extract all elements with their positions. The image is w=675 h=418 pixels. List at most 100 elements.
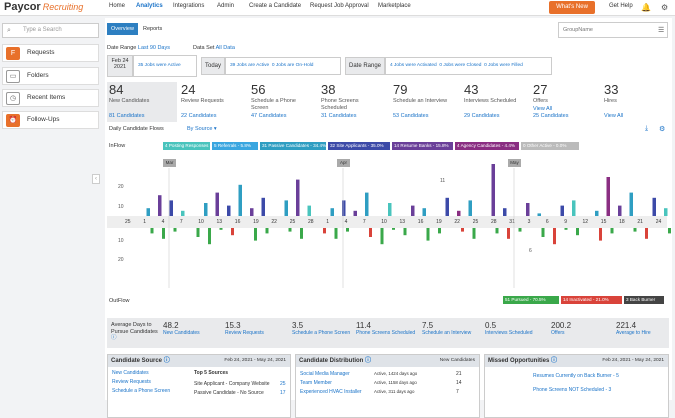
legend-out-item[interactable]: 14 Inactivated - 21.0% (561, 296, 622, 304)
jobs-activated-link[interactable]: 4 Jobs were Activated (390, 63, 437, 68)
inflow-bar (560, 205, 564, 216)
kpi-link[interactable]: 29 Candidates (464, 113, 500, 119)
chart-settings-icon[interactable]: ⚙ (659, 126, 666, 133)
source-row-count[interactable]: 25 (280, 381, 286, 387)
nav-create-candidate[interactable]: Create a Candidate (249, 3, 302, 9)
distribution-job-link[interactable]: Experienced HVAC Installer (300, 389, 362, 395)
nav-analytics[interactable]: Analytics (136, 3, 163, 9)
group-name-select[interactable]: GroupName (558, 22, 668, 38)
info-icon[interactable]: ⓘ (365, 358, 372, 364)
kpi-link[interactable]: View All (533, 106, 553, 112)
stage-item[interactable]: 7.5 Schedule an Interview (422, 321, 484, 366)
jobs-filled-link[interactable]: 0 Jobs were Filled (484, 63, 523, 68)
legend-in-item[interactable]: 4 Agency Candidates - 4.4% (455, 142, 519, 150)
kpi-label: New Candidates (109, 98, 150, 104)
legend-in-item[interactable]: 4 Posting Responses - 4.4% (163, 142, 210, 150)
kpi-link[interactable]: View All (604, 113, 624, 119)
kpi-link[interactable]: 81 Candidates (109, 113, 145, 119)
day-number: 1 (326, 219, 330, 225)
outflow-bar (472, 228, 476, 239)
kpi-candidates-link[interactable]: 25 Candidates (533, 113, 569, 119)
missed-phone-screen-link[interactable]: Phone Screens NOT Scheduled - 3 (533, 387, 612, 393)
get-help-link[interactable]: Get Help (609, 3, 633, 9)
menu-icon[interactable]: ☰ (658, 27, 665, 34)
stage-item[interactable]: 200.2 Offers (551, 321, 613, 366)
tab-reports[interactable]: Reports (143, 26, 163, 32)
legend-out-item[interactable]: 3 Back Burner (624, 296, 664, 304)
jobs-closed-link[interactable]: 0 Jobs were Closed (439, 63, 482, 68)
inflow-bar (330, 208, 334, 216)
today-active-link[interactable]: 39 Jobs are Active (230, 63, 270, 68)
kpi-value[interactable]: 79 (393, 82, 408, 97)
legend-in-item[interactable]: 0 Other Active - 0.0% (521, 142, 579, 150)
distribution-job-link[interactable]: Social Media Manager (300, 371, 350, 377)
sidebar-item-folders[interactable]: ▭ Folders (2, 67, 99, 85)
paycor-logo[interactable]: Paycor Recruiting (4, 1, 84, 13)
stage-item[interactable]: 221.4 Average to Hire (616, 321, 675, 366)
info-icon[interactable]: ⓘ (551, 358, 558, 364)
kpi-value[interactable]: 24 (181, 82, 196, 97)
kpi-value[interactable]: 33 (604, 82, 619, 97)
date-range-filter[interactable]: Date Range Last 90 Days (107, 45, 170, 51)
day-number: 16 (417, 219, 424, 225)
download-icon[interactable]: ⤓ (645, 125, 649, 132)
sidebar-item-requests[interactable]: F Requests (2, 44, 99, 62)
top-sources-title: Top 5 Sources (194, 370, 229, 376)
legend-out-item[interactable]: 51 Pursued - 70.5% (503, 296, 559, 304)
gear-icon[interactable]: ⚙ (661, 3, 669, 12)
kpi-value[interactable]: 84 (109, 82, 124, 97)
collapse-sidebar-button[interactable]: ‹ (92, 174, 100, 184)
stage-item[interactable]: 0.5 Interviews Scheduled (485, 321, 547, 366)
inflow-bar (250, 208, 254, 216)
inflow-bar (457, 210, 461, 216)
kpi-link[interactable]: 22 Candidates (181, 113, 217, 119)
kpi-link[interactable]: 47 Candidates (251, 113, 287, 119)
kpi-value[interactable]: 43 (464, 82, 479, 97)
by-source-dropdown[interactable]: By Source ▾ (187, 126, 217, 132)
inflow-bar (296, 179, 300, 216)
legend-in-item[interactable]: 14 Resume Banks - 15.8% (392, 142, 453, 150)
search-input[interactable]: Type a Search (2, 23, 99, 38)
source-link-review[interactable]: Review Requests (112, 379, 151, 385)
nav-home[interactable]: Home (109, 3, 126, 9)
flows-title: Daily Candidate Flows (109, 126, 164, 132)
source-row-count[interactable]: 17 (280, 390, 286, 396)
jobs-active-link[interactable]: 35 Jobs were Active (133, 55, 197, 77)
outflow-bar (196, 228, 200, 237)
legend-in-item[interactable]: 32 Site Applicants - 35.0% (328, 142, 390, 150)
inflow-bar (526, 203, 530, 216)
missed-back-burner-link[interactable]: Resumes Currently on Back Burner - 5 (533, 373, 619, 379)
nav-integrations[interactable]: Integrations (173, 3, 205, 9)
nav-request-job-approval[interactable]: Request Job Approval (310, 3, 369, 9)
legend-in-item[interactable]: 5 Referrals - 5.8% (212, 142, 258, 150)
sidebar-item-label: Follow-Ups (27, 116, 60, 123)
nav-marketplace[interactable]: Marketplace (378, 3, 411, 9)
nav-admin[interactable]: Admin (217, 3, 235, 9)
whats-new-button[interactable]: What's New (549, 1, 595, 14)
stage-item[interactable]: 48.2 New Candidates (163, 321, 225, 366)
kpi-value[interactable]: 27 (533, 82, 548, 97)
kpi-value[interactable]: 56 (251, 82, 266, 97)
data-set-filter[interactable]: Data Set All Data (193, 45, 235, 51)
today-onhold-link[interactable]: 0 Jobs are On-Hold (271, 63, 314, 68)
source-link-schedule[interactable]: Schedule a Phone Screen (112, 388, 171, 394)
day-number: 19 (436, 219, 442, 225)
info-icon[interactable]: ⓘ (111, 335, 117, 341)
kpi-value[interactable]: 38 (321, 82, 336, 97)
inflow-bar (365, 192, 369, 216)
bell-icon[interactable]: 🔔 (641, 3, 651, 12)
kpi-link[interactable]: 53 Candidates (393, 113, 429, 119)
legend-in-item[interactable]: 31 Passive Candidates - 34.4% (260, 142, 326, 150)
distribution-job-link[interactable]: Team Member (300, 380, 332, 386)
stage-item[interactable]: 3.5 Schedule a Phone Screen (292, 321, 354, 366)
tab-overview[interactable]: Overview (107, 23, 138, 35)
stage-item[interactable]: 11.4 Phone Screens Scheduled (356, 321, 418, 366)
sidebar-item-followups[interactable]: ⏰ Follow-Ups (2, 111, 99, 129)
stage-item[interactable]: 15.3 Review Requests (225, 321, 287, 366)
source-link-new[interactable]: New Candidates (112, 370, 149, 376)
info-icon[interactable]: ⓘ (163, 358, 170, 364)
kpi-link[interactable]: 31 Candidates (321, 113, 357, 119)
outflow-bar (392, 228, 395, 230)
outflow-bar (265, 228, 269, 234)
sidebar-item-recent[interactable]: ◷ Recent Items (2, 89, 99, 107)
